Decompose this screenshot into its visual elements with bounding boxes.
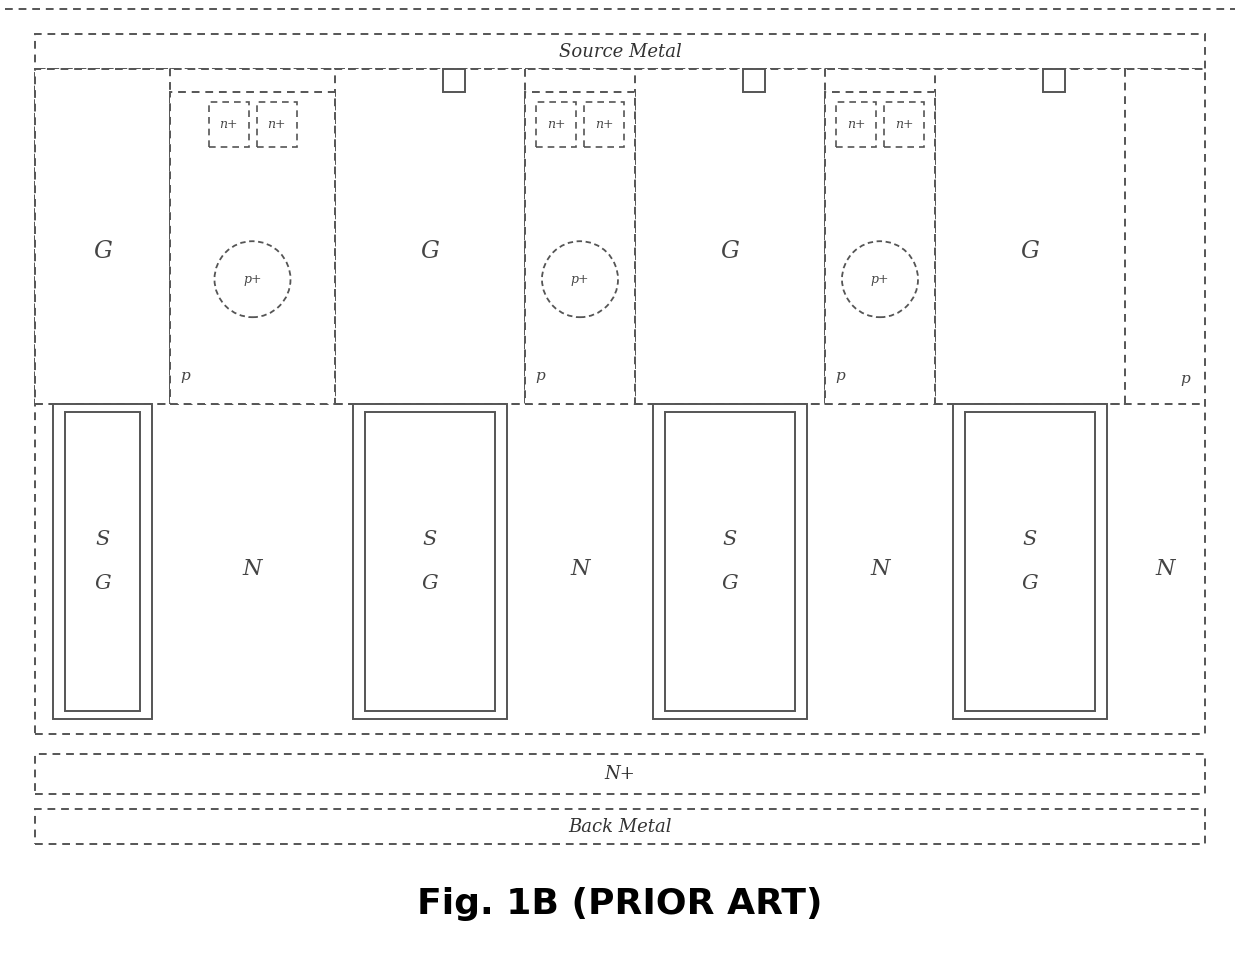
Bar xyxy=(335,69,525,404)
Bar xyxy=(743,69,765,92)
Bar xyxy=(525,92,635,404)
Text: N: N xyxy=(570,558,590,580)
Bar xyxy=(35,754,1205,794)
Bar xyxy=(935,69,1125,404)
Bar xyxy=(53,404,153,719)
Bar xyxy=(836,102,875,147)
Bar xyxy=(884,102,924,147)
Bar xyxy=(536,102,577,147)
Bar xyxy=(665,412,795,711)
Text: p+: p+ xyxy=(870,273,889,285)
Text: S: S xyxy=(95,530,109,549)
Bar xyxy=(35,69,1205,734)
Text: S: S xyxy=(423,530,438,549)
Text: G: G xyxy=(722,574,738,593)
Text: n+: n+ xyxy=(268,118,285,131)
Text: G: G xyxy=(420,240,439,263)
Text: p+: p+ xyxy=(570,273,589,285)
Text: N: N xyxy=(243,558,262,580)
Bar xyxy=(965,412,1095,711)
Bar xyxy=(35,809,1205,844)
Text: n+: n+ xyxy=(895,118,913,131)
Text: p: p xyxy=(1180,372,1190,386)
Text: Source Metal: Source Metal xyxy=(559,42,681,61)
Bar xyxy=(1043,69,1064,92)
Text: p: p xyxy=(180,369,190,383)
Bar xyxy=(365,412,495,711)
Bar xyxy=(954,404,1107,719)
Text: Fig. 1B (PRIOR ART): Fig. 1B (PRIOR ART) xyxy=(417,887,823,921)
Bar xyxy=(353,404,507,719)
Text: G: G xyxy=(1022,574,1038,593)
Bar xyxy=(635,69,825,404)
Text: n+: n+ xyxy=(219,118,238,131)
Text: G: G xyxy=(422,574,438,593)
Text: Back Metal: Back Metal xyxy=(568,817,672,836)
Text: n+: n+ xyxy=(595,118,614,131)
Text: p: p xyxy=(534,369,544,383)
Text: N: N xyxy=(1156,558,1174,580)
Text: G: G xyxy=(1021,240,1039,263)
Text: S: S xyxy=(1023,530,1037,549)
Text: N+: N+ xyxy=(605,765,635,783)
Bar xyxy=(584,102,624,147)
Bar xyxy=(64,412,140,711)
Text: S: S xyxy=(723,530,737,549)
Text: p: p xyxy=(835,369,844,383)
Bar xyxy=(257,102,296,147)
Bar xyxy=(653,404,807,719)
Bar xyxy=(825,92,935,404)
Text: G: G xyxy=(720,240,739,263)
Text: n+: n+ xyxy=(847,118,866,131)
Text: n+: n+ xyxy=(547,118,565,131)
Text: N: N xyxy=(870,558,890,580)
Bar xyxy=(443,69,465,92)
Text: p+: p+ xyxy=(243,273,262,285)
Text: G: G xyxy=(93,240,112,263)
Bar xyxy=(35,69,170,404)
Bar xyxy=(35,34,1205,69)
Text: G: G xyxy=(94,574,110,593)
Bar xyxy=(208,102,248,147)
Bar xyxy=(170,92,335,404)
